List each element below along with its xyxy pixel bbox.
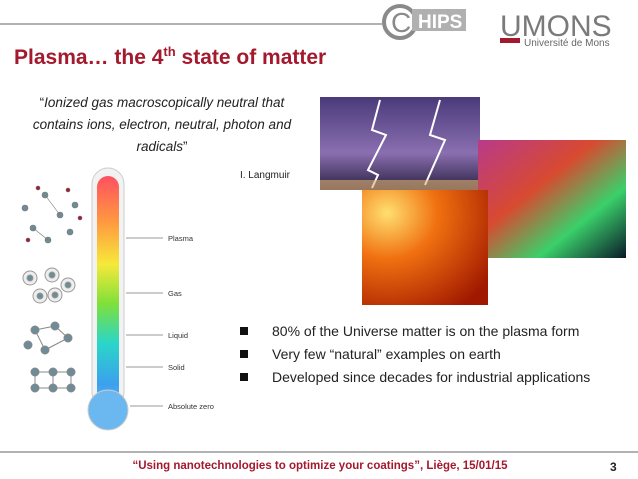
- quote-text: Ionized gas macroscopically neutral that…: [32, 95, 292, 154]
- umons-subtitle: Université de Mons: [524, 38, 610, 49]
- umons-accent: [500, 38, 520, 43]
- quote-mark: “: [39, 95, 45, 110]
- thermometer-ticks: [126, 237, 163, 407]
- lightning-bolt: [366, 99, 388, 189]
- quote: “Ionized gas macroscopically neutral tha…: [22, 92, 302, 158]
- sun-photo: [362, 190, 488, 305]
- city-lights: [320, 180, 480, 190]
- solid-particles: [30, 367, 76, 393]
- title-superscript: th: [163, 44, 176, 59]
- page-number: 3: [610, 460, 617, 474]
- footer-text: “Using nanotechnologies to optimize your…: [132, 460, 508, 472]
- state-label: Solid: [168, 363, 185, 372]
- state-label: Plasma: [168, 234, 194, 243]
- bullet: Developed since decades for industrial a…: [236, 368, 620, 387]
- thermometer-scale: [97, 176, 119, 408]
- lightning-bolt: [424, 99, 447, 186]
- bullet: Very few “natural” examples on earth: [236, 345, 620, 364]
- chips-logo-box: [412, 9, 466, 31]
- title-text: state of matter: [175, 46, 327, 69]
- state-label: Gas: [168, 289, 182, 298]
- chips-logo-c: C: [391, 7, 411, 38]
- bullet-list: 80% of the Universe matter is on the pla…: [236, 322, 620, 391]
- quote-mark: ”: [183, 139, 188, 154]
- title-text: Plasma… the 4: [14, 46, 164, 69]
- chips-logo-text: HIPS: [418, 12, 462, 33]
- slide-title: Plasma… the 4th state of matter: [14, 44, 326, 70]
- quote-author: I. Langmuir: [239, 170, 290, 181]
- aurora-photo: [478, 140, 626, 258]
- thermometer-bulb: [87, 389, 129, 431]
- gas-particles: [22, 267, 76, 304]
- liquid-particles: [23, 321, 73, 355]
- state-label: Absolute zero: [168, 402, 214, 411]
- lightning-photo: [320, 97, 480, 190]
- bullet: 80% of the Universe matter is on the pla…: [236, 322, 620, 341]
- state-label: Liquid: [168, 331, 188, 340]
- plasma-particles: [21, 185, 83, 244]
- umons-logo: UMONS: [500, 10, 612, 43]
